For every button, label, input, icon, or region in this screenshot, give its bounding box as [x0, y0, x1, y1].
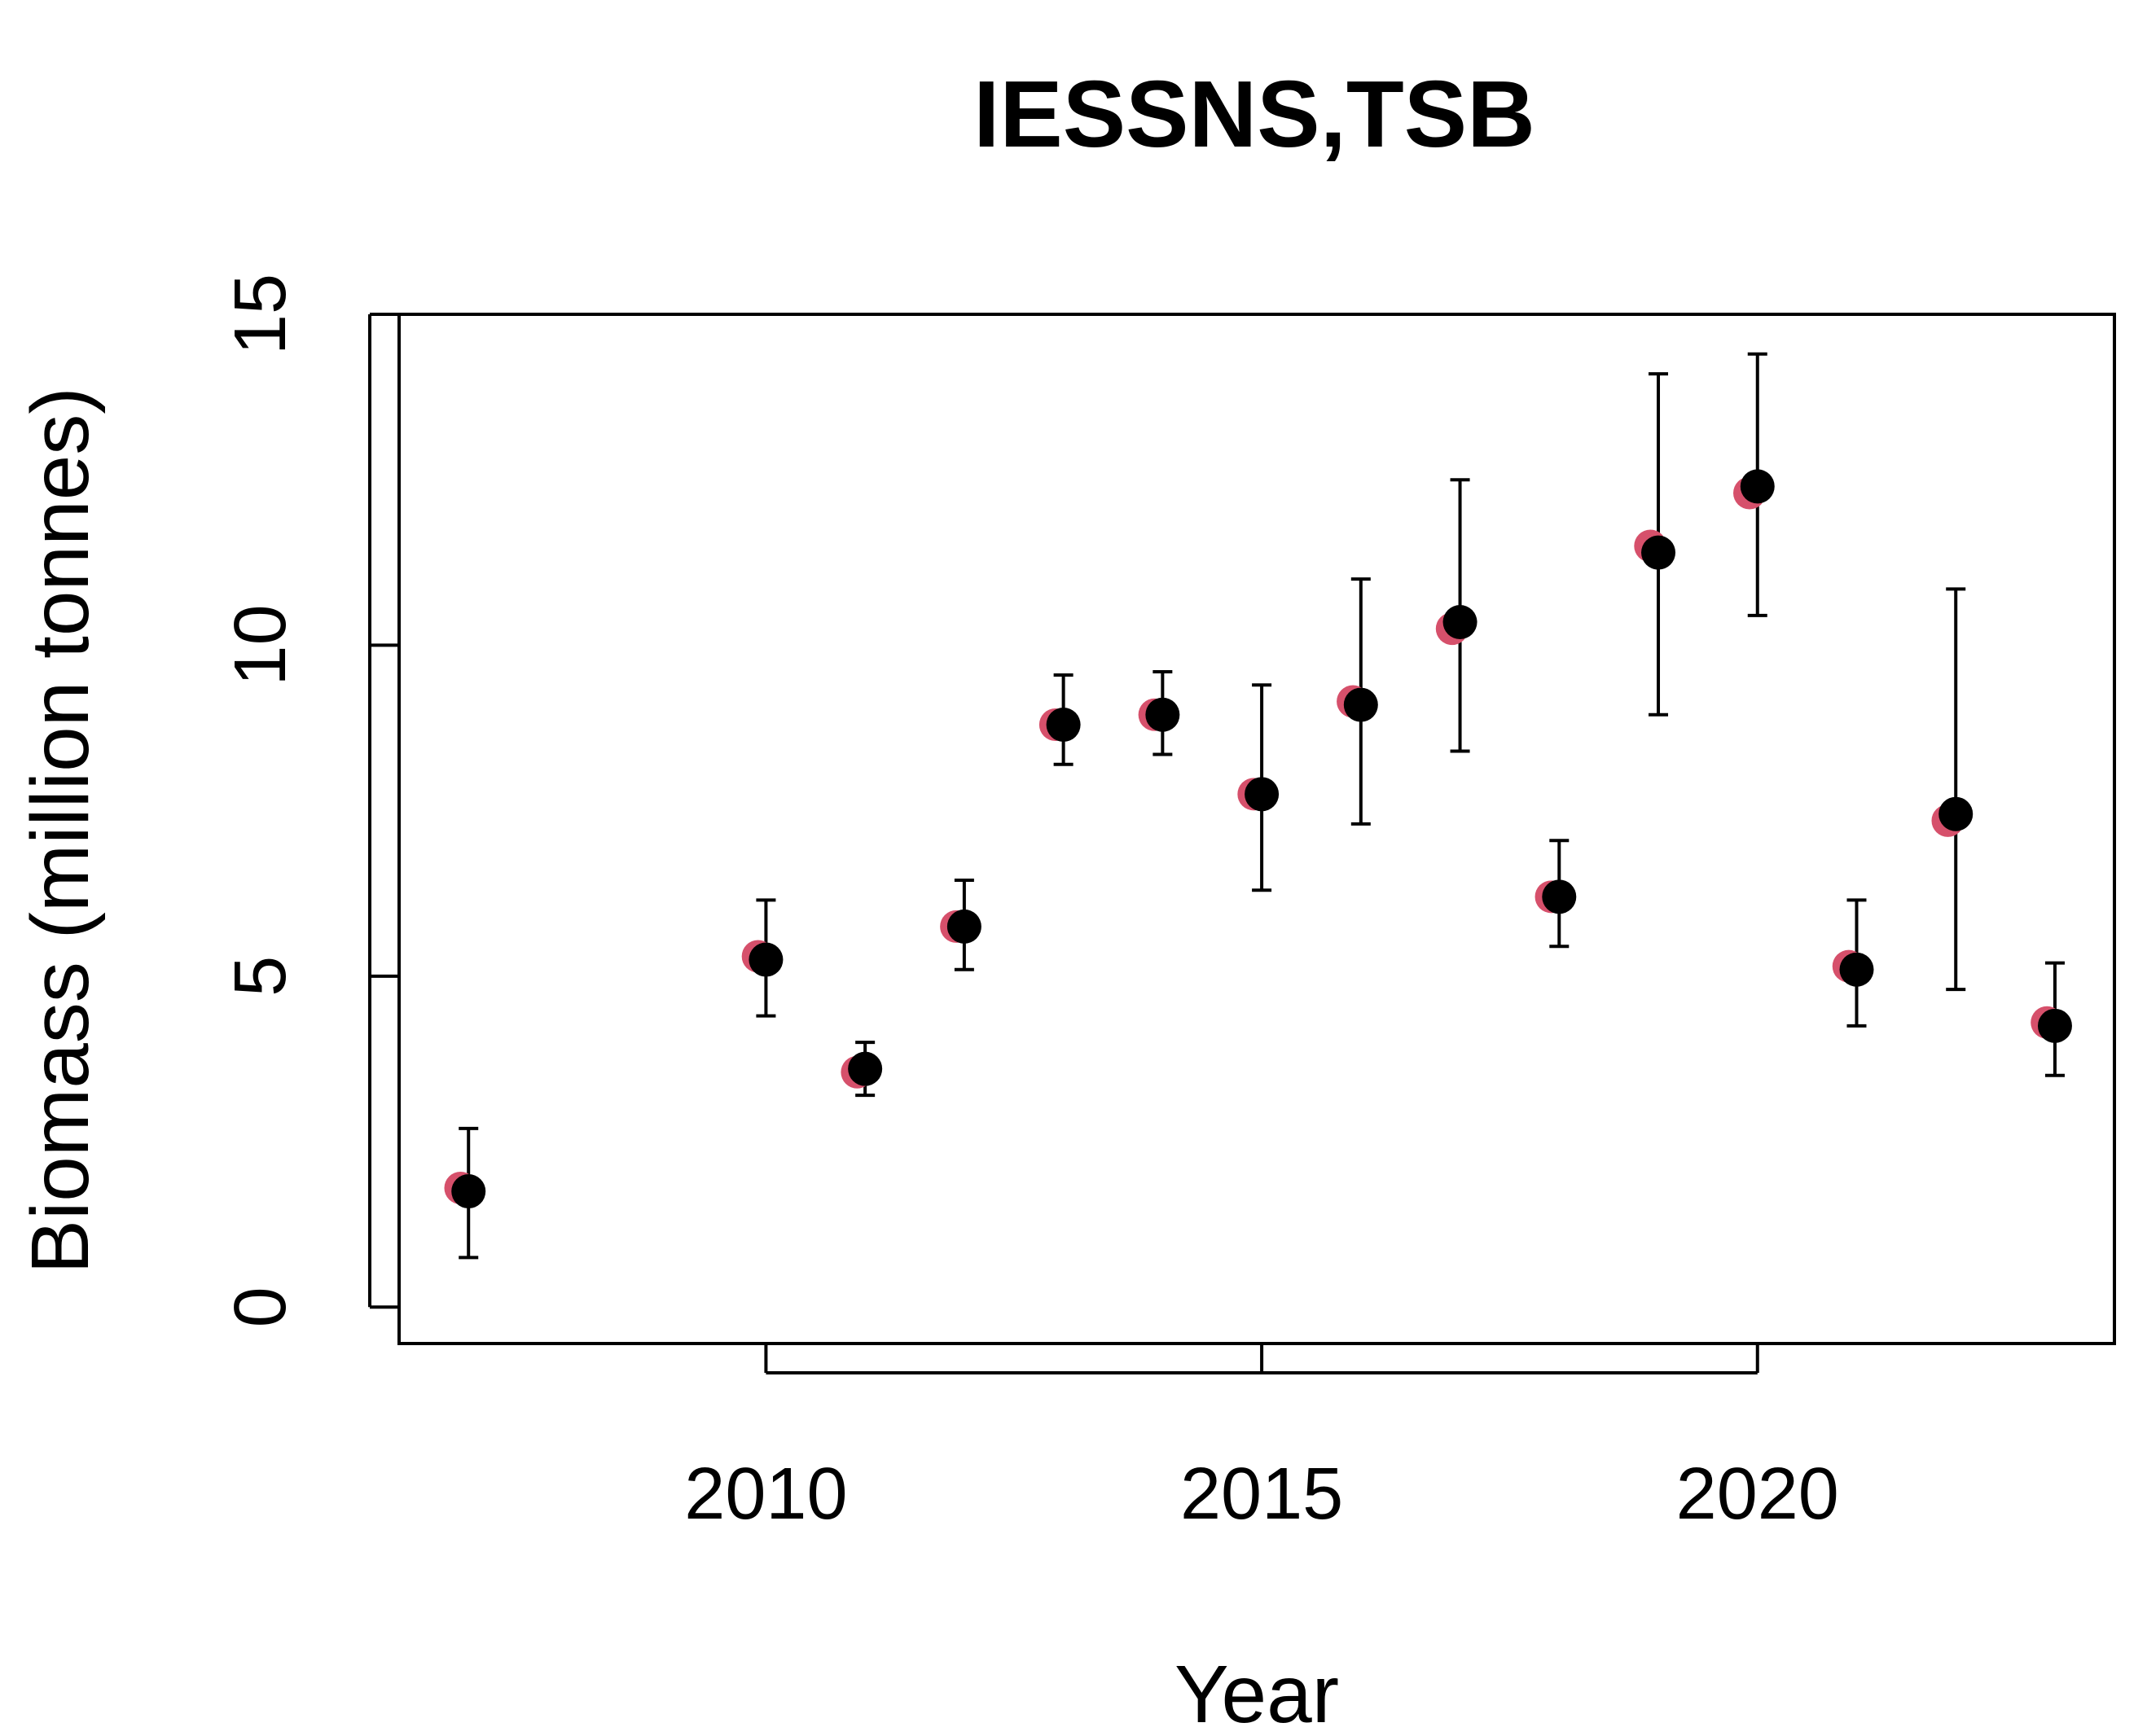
x-tick-label-2: 2020: [1676, 1453, 1839, 1535]
x-axis-label: Year: [1174, 1649, 1339, 1736]
estimate-point: [1839, 952, 1874, 987]
observed-points: [444, 476, 2064, 1204]
estimate-point: [1046, 707, 1081, 742]
estimate-points: [451, 469, 2072, 1209]
plot-frame: [397, 313, 2116, 1345]
chart-title: IESSNS,TSB: [973, 61, 1535, 167]
x-tick-label-0: 2010: [684, 1453, 847, 1535]
y-tick-label-1: 5: [220, 956, 301, 997]
y-tick-label-2: 10: [220, 604, 301, 686]
estimate-point: [2037, 1008, 2072, 1043]
estimate-point: [946, 909, 981, 944]
estimate-point: [1740, 469, 1775, 504]
estimate-point: [1938, 796, 1974, 831]
y-axis: 0 5 10 15: [220, 274, 399, 1327]
x-axis: 2010 2015 2020: [684, 1344, 1839, 1535]
y-axis-label: Biomass (million tonnes): [15, 387, 106, 1274]
y-tick-label-3: 15: [220, 274, 301, 355]
estimate-point: [1542, 879, 1577, 914]
estimate-point: [749, 942, 784, 977]
estimate-point: [1343, 687, 1378, 722]
estimate-point: [451, 1174, 486, 1209]
estimate-point: [1145, 697, 1180, 732]
estimate-point: [1442, 604, 1477, 639]
error-bar: [1946, 587, 1966, 992]
estimate-point: [848, 1051, 883, 1086]
y-tick-label-0: 0: [220, 1287, 301, 1327]
estimate-point: [1245, 777, 1280, 812]
x-tick-label-1: 2015: [1180, 1453, 1343, 1535]
estimate-point: [1641, 535, 1676, 570]
